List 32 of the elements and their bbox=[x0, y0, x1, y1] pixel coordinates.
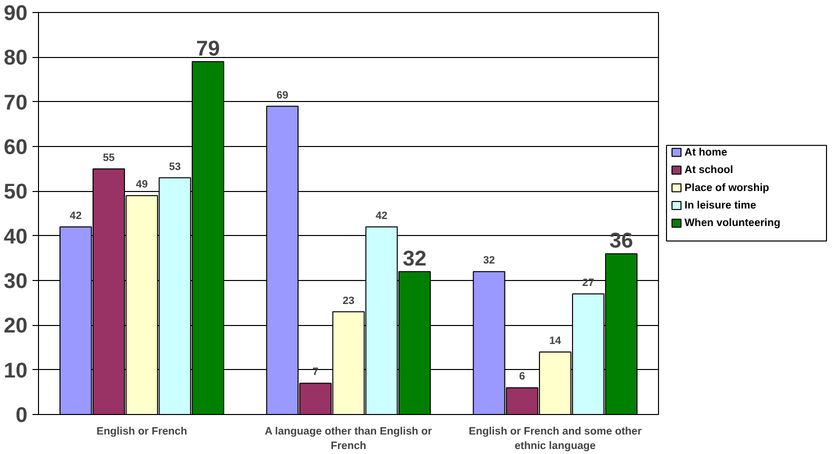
data-label: 32 bbox=[483, 254, 496, 267]
data-label: 55 bbox=[102, 152, 115, 164]
data-label: 36 bbox=[609, 228, 634, 253]
x-tick-label: English or French and some other ethnic language bbox=[468, 426, 642, 452]
data-label: 42 bbox=[70, 210, 82, 222]
legend-label: At school bbox=[684, 164, 734, 176]
x-tick-label: A language other than English or French bbox=[264, 426, 432, 452]
data-label: 53 bbox=[168, 160, 181, 173]
y-tick-label: 60 bbox=[4, 135, 28, 159]
data-label: 7 bbox=[312, 366, 318, 378]
y-tick-label: 30 bbox=[4, 269, 28, 293]
y-tick-label: 80 bbox=[4, 46, 28, 70]
x-tick-label: English or French bbox=[96, 426, 188, 438]
y-tick-label: 20 bbox=[4, 314, 28, 338]
y-tick-label: 50 bbox=[4, 180, 28, 204]
data-label: 14 bbox=[549, 334, 562, 347]
legend-label: At home bbox=[684, 146, 728, 158]
data-label: 69 bbox=[276, 89, 288, 102]
y-tick-label: 90 bbox=[4, 1, 28, 25]
data-label: 23 bbox=[342, 294, 354, 307]
y-tick-label: 40 bbox=[4, 224, 28, 248]
data-label: 42 bbox=[376, 210, 388, 222]
y-tick-label: 70 bbox=[4, 90, 28, 114]
data-label: 32 bbox=[402, 246, 427, 271]
legend-label: In leisure time bbox=[684, 200, 756, 212]
y-tick-label: 10 bbox=[4, 358, 28, 382]
data-label: 79 bbox=[196, 36, 220, 61]
data-label: 6 bbox=[519, 370, 526, 383]
y-tick-label: 0 bbox=[16, 403, 28, 427]
legend-label: Place of worship bbox=[684, 182, 770, 194]
legend-label: When volunteering bbox=[684, 217, 780, 230]
data-label: 49 bbox=[136, 178, 148, 191]
